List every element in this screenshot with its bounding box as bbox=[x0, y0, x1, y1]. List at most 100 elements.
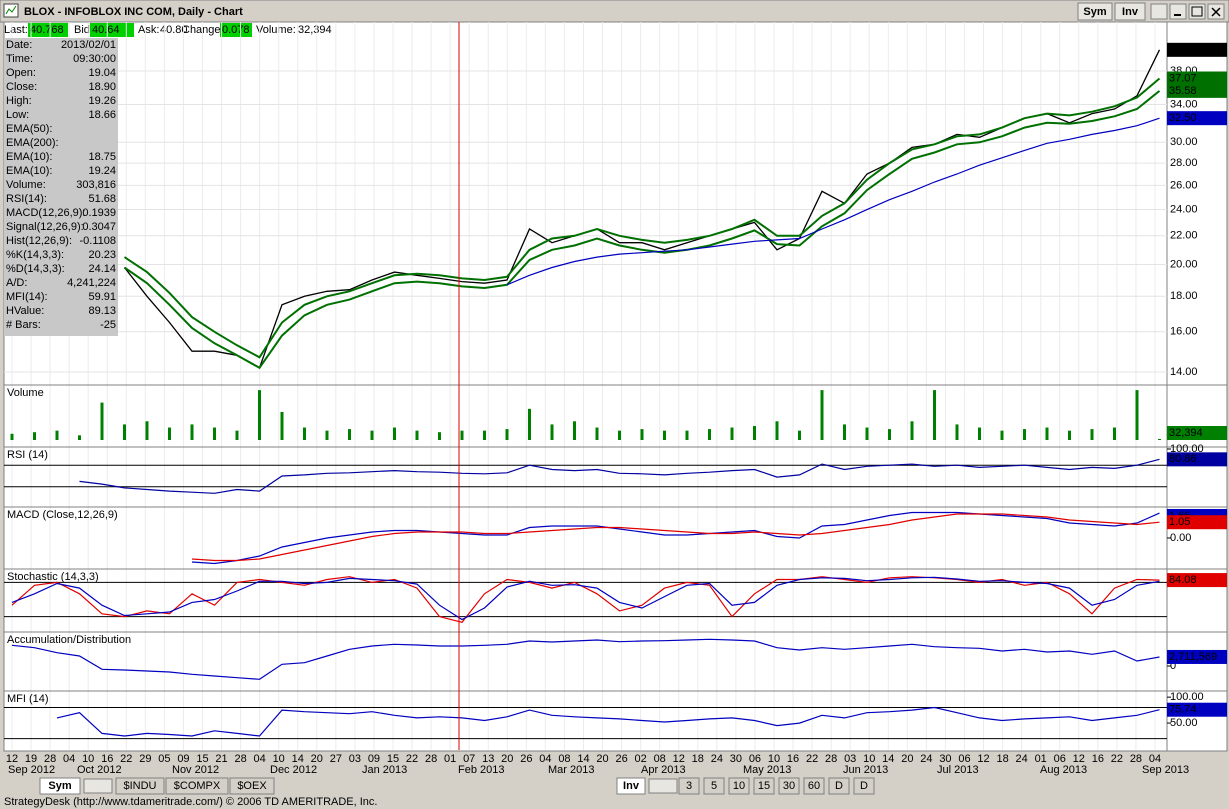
x-day-label: 21 bbox=[215, 753, 227, 765]
y-tick-label: 28.00 bbox=[1170, 157, 1198, 169]
interval-tab-label[interactable]: 60 bbox=[808, 780, 820, 792]
data-box-label: EMA(200): bbox=[6, 137, 59, 149]
volume-bar bbox=[190, 424, 194, 440]
x-day-label: 10 bbox=[863, 753, 875, 765]
interval-tab-label[interactable]: 3 bbox=[686, 780, 692, 792]
volume-bar bbox=[415, 430, 419, 440]
y-tick-label: 100.00 bbox=[1170, 443, 1204, 455]
value-tag bbox=[1167, 42, 1227, 57]
interval-nav-arrows[interactable] bbox=[648, 778, 678, 794]
x-day-label: 28 bbox=[825, 753, 837, 765]
data-box-value: 2013/02/01 bbox=[61, 39, 116, 51]
interval-tab-label[interactable]: 5 bbox=[711, 780, 717, 792]
x-day-label: 20 bbox=[501, 753, 513, 765]
volume-bar bbox=[123, 424, 126, 440]
data-box-value: 19.04 bbox=[88, 67, 116, 79]
interval-tab[interactable] bbox=[728, 777, 750, 795]
volume-bar bbox=[145, 421, 149, 440]
volume-bar bbox=[820, 390, 824, 440]
inv-button[interactable] bbox=[1114, 2, 1146, 21]
nav-arrows[interactable] bbox=[83, 778, 113, 794]
interval-tab[interactable] bbox=[828, 777, 850, 795]
right-axis-area bbox=[1166, 21, 1228, 752]
interval-tab-label[interactable]: 30 bbox=[783, 780, 795, 792]
x-day-label: 30 bbox=[730, 753, 742, 765]
panel-title: Volume bbox=[7, 387, 44, 399]
interval-tab-label[interactable]: 15 bbox=[758, 780, 770, 792]
x-day-label: 20 bbox=[901, 753, 913, 765]
sym-button-label[interactable]: Sym bbox=[1083, 6, 1106, 18]
y-tick-label: 26.00 bbox=[1170, 179, 1198, 191]
volume-bar bbox=[325, 430, 329, 440]
volume-bar bbox=[595, 427, 599, 440]
symbol-tab[interactable] bbox=[39, 777, 81, 795]
x-day-label: 04 bbox=[63, 753, 75, 765]
data-box-label: Volume: bbox=[6, 179, 46, 191]
volume-bar bbox=[348, 429, 351, 440]
x-month-label: Nov 2012 bbox=[172, 764, 219, 776]
series-line bbox=[56, 706, 1160, 737]
x-day-label: 01 bbox=[1035, 753, 1047, 765]
volume-bar bbox=[888, 429, 891, 440]
minimize-button[interactable] bbox=[1169, 3, 1187, 20]
symbol-tab-label[interactable]: Sym bbox=[48, 780, 71, 792]
inv-button-label[interactable]: Inv bbox=[1122, 6, 1139, 18]
x-day-label: 03 bbox=[349, 753, 361, 765]
volume-bar bbox=[978, 427, 981, 440]
x-day-label: 02 bbox=[635, 753, 647, 765]
interval-tab[interactable] bbox=[678, 777, 700, 795]
interval-tab-label[interactable]: D bbox=[860, 780, 868, 792]
symbol-tab[interactable] bbox=[115, 777, 165, 795]
interval-tab[interactable] bbox=[753, 777, 775, 795]
x-day-label: 12 bbox=[6, 753, 18, 765]
x-day-label: 30 bbox=[939, 753, 951, 765]
symbol-tab[interactable] bbox=[229, 777, 275, 795]
x-day-label: 05 bbox=[158, 753, 170, 765]
series-line bbox=[11, 638, 1160, 680]
interval-tab[interactable] bbox=[803, 777, 825, 795]
y-tick-label: 34.00 bbox=[1170, 98, 1198, 110]
data-box-label: MFI(14): bbox=[6, 291, 48, 303]
x-day-label: 24 bbox=[711, 753, 723, 765]
x-day-label: 13 bbox=[482, 753, 494, 765]
x-day-label: 28 bbox=[234, 753, 246, 765]
data-box-value: 18.75 bbox=[88, 151, 116, 163]
symbol-tab-label[interactable]: $OEX bbox=[237, 780, 267, 792]
value-tag-label: 75.74 bbox=[1169, 704, 1197, 716]
x-day-label: 14 bbox=[292, 753, 304, 765]
interval-tab[interactable] bbox=[616, 777, 646, 795]
value-tag-label: 84.08 bbox=[1169, 574, 1197, 586]
volume-bar bbox=[528, 408, 531, 440]
symbol-tab-label[interactable]: $COMPX bbox=[174, 780, 221, 792]
data-box-value: 19.26 bbox=[88, 95, 116, 107]
x-day-label: 24 bbox=[920, 753, 932, 765]
volume-bar bbox=[235, 430, 239, 440]
data-box-label: HValue: bbox=[6, 305, 44, 317]
data-box-label: EMA(10): bbox=[6, 165, 52, 177]
data-box-value: 09:30:00 bbox=[73, 53, 116, 65]
interval-tab[interactable] bbox=[703, 777, 725, 795]
volume-bar bbox=[843, 424, 846, 440]
maximize-button[interactable] bbox=[1188, 3, 1206, 20]
symbol-tab[interactable] bbox=[165, 777, 229, 795]
data-box-value: 0.1939 bbox=[82, 207, 116, 219]
popout-button[interactable] bbox=[1150, 3, 1168, 20]
x-day-label: 15 bbox=[196, 753, 208, 765]
value-tag bbox=[1167, 702, 1227, 717]
value-tag bbox=[1167, 83, 1227, 98]
volume-bar bbox=[1045, 427, 1049, 440]
interval-tab-label[interactable]: 10 bbox=[733, 780, 745, 792]
interval-tab-label[interactable]: D bbox=[835, 780, 843, 792]
x-day-label: 20 bbox=[596, 753, 608, 765]
value-tag bbox=[1167, 452, 1227, 467]
value-tag bbox=[1167, 649, 1227, 664]
sym-button[interactable] bbox=[1077, 2, 1113, 21]
data-box-label: Date: bbox=[6, 39, 32, 51]
interval-tab-label[interactable]: Inv bbox=[623, 780, 640, 792]
interval-tab[interactable] bbox=[778, 777, 800, 795]
volume-bar bbox=[753, 425, 756, 440]
data-box-label: High: bbox=[6, 95, 32, 107]
x-day-label: 14 bbox=[882, 753, 894, 765]
interval-tab[interactable] bbox=[853, 777, 875, 795]
symbol-tab-label[interactable]: $INDU bbox=[123, 780, 156, 792]
